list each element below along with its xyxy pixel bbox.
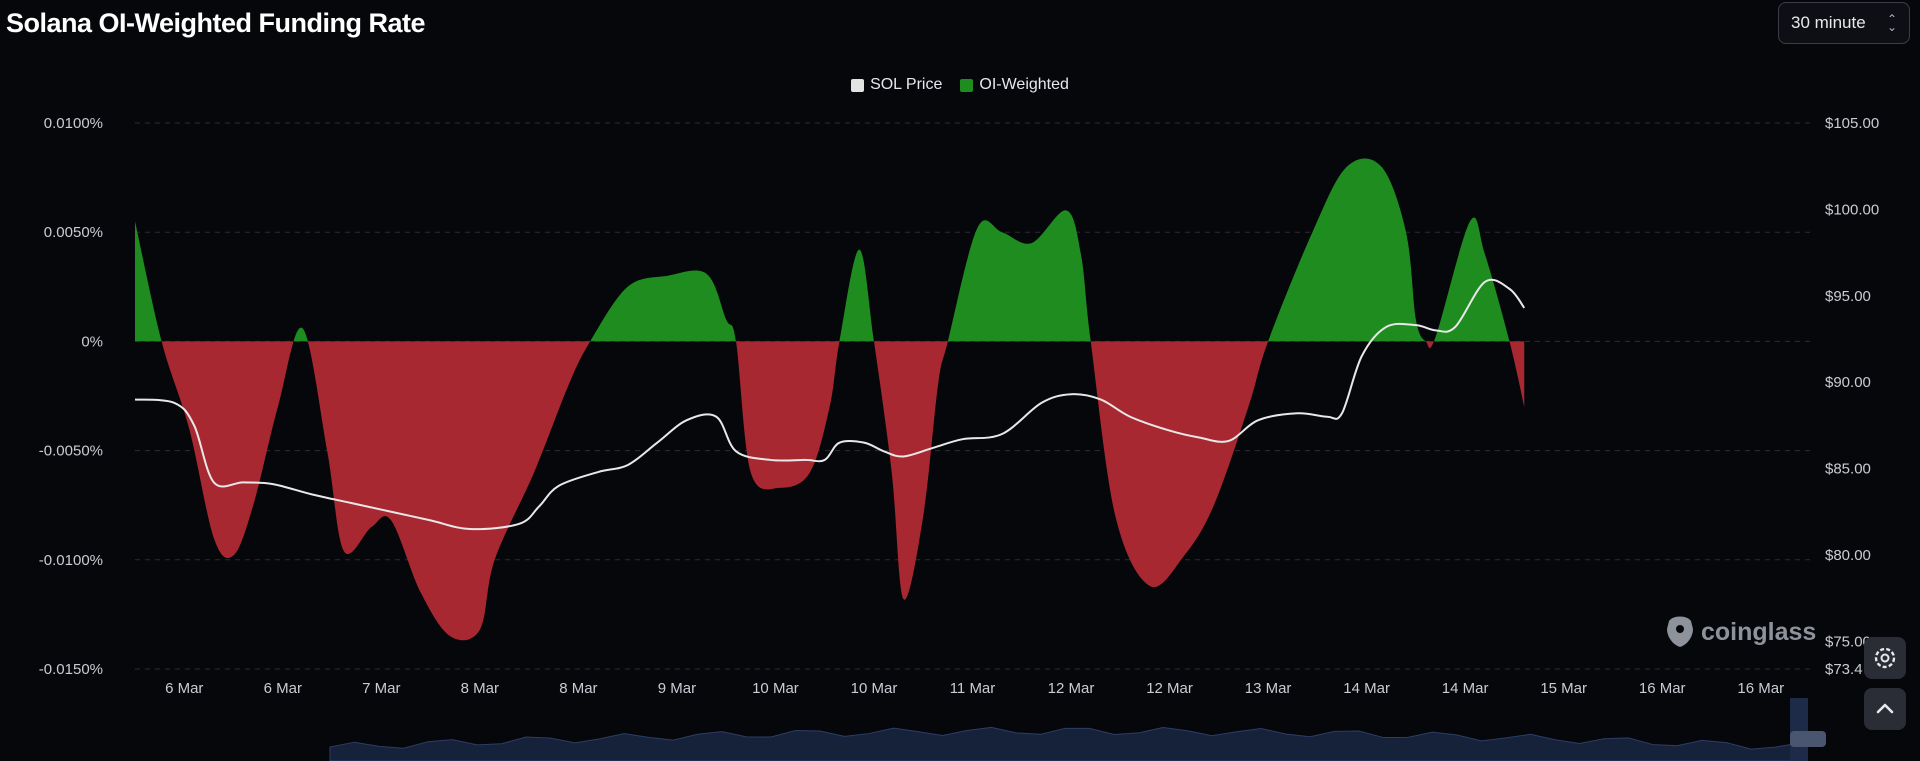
page-title: Solana OI-Weighted Funding Rate bbox=[6, 8, 426, 38]
interval-select-label: 30 minute bbox=[1791, 13, 1866, 32]
y-right-tick-label: $95.00 bbox=[1825, 288, 1871, 305]
x-tick-label: 11 Mar bbox=[950, 680, 996, 697]
x-tick-label: 13 Mar bbox=[1245, 680, 1292, 697]
legend-label-oi-weighted: OI-Weighted bbox=[979, 76, 1069, 93]
x-tick-label: 12 Mar bbox=[1048, 680, 1095, 697]
x-tick-label: 15 Mar bbox=[1540, 680, 1587, 697]
watermark-text: coinglass bbox=[1701, 617, 1817, 646]
y-right-tick-label: $90.00 bbox=[1825, 374, 1871, 391]
settings-button[interactable] bbox=[1864, 637, 1906, 679]
interval-select[interactable]: 30 minute ⌃ ⌄ bbox=[1778, 2, 1910, 44]
x-tick-label: 16 Mar bbox=[1639, 680, 1686, 697]
coinglass-logo-icon bbox=[1667, 616, 1693, 647]
coinglass-watermark: coinglass bbox=[1665, 615, 1816, 649]
y-right-tick-label: $85.00 bbox=[1825, 461, 1871, 478]
chevron-updown-icon: ⌃ ⌄ bbox=[1886, 12, 1897, 34]
y-right-tick-label: $100.00 bbox=[1825, 201, 1879, 218]
chevron-up-icon bbox=[1876, 703, 1894, 714]
x-tick-label: 16 Mar bbox=[1737, 680, 1784, 697]
x-tick-label: 9 Mar bbox=[658, 680, 696, 697]
legend-swatch-oi-weighted bbox=[960, 78, 974, 92]
x-tick-label: 14 Mar bbox=[1442, 680, 1489, 697]
x-tick-label: 7 Mar bbox=[362, 680, 400, 697]
navigator-selection bbox=[1790, 698, 1808, 761]
navigator-series bbox=[329, 726, 1801, 761]
legend-item-sol-price[interactable]: SOL Price bbox=[851, 76, 942, 94]
x-tick-label: 10 Mar bbox=[851, 680, 898, 697]
y-right-tick-label: $75.00 bbox=[1825, 633, 1871, 650]
legend-item-oi-weighted[interactable]: OI-Weighted bbox=[960, 76, 1069, 94]
y-right-tick-label: $105.00 bbox=[1825, 115, 1879, 132]
navigator-handle bbox=[1790, 731, 1826, 747]
oi-weighted-negative-area bbox=[135, 341, 1525, 641]
legend-label-sol-price: SOL Price bbox=[870, 76, 943, 93]
x-tick-label: 8 Mar bbox=[559, 680, 597, 697]
y-left-tick-label: 0% bbox=[81, 333, 103, 350]
chart-legend: SOL Price OI-Weighted bbox=[0, 76, 1920, 94]
x-tick-label: 10 Mar bbox=[752, 680, 799, 697]
scroll-top-button[interactable] bbox=[1864, 688, 1906, 730]
x-tick-label: 6 Mar bbox=[165, 680, 203, 697]
x-tick-label: 12 Mar bbox=[1146, 680, 1193, 697]
oi-weighted-positive-area bbox=[135, 158, 1510, 342]
y-right-tick-label: $73.4 bbox=[1825, 661, 1863, 678]
y-left-tick-label: -0.0100% bbox=[39, 552, 103, 569]
y-right-tick-label: $80.00 bbox=[1825, 547, 1871, 564]
legend-swatch-sol-price bbox=[851, 78, 865, 92]
gear-icon bbox=[1874, 647, 1896, 669]
sol-price-line bbox=[134, 278, 1526, 531]
y-left-tick-label: -0.0050% bbox=[39, 443, 103, 460]
x-tick-label: 14 Mar bbox=[1343, 680, 1390, 697]
x-tick-label: 6 Mar bbox=[264, 680, 302, 697]
y-left-tick-label: 0.0050% bbox=[44, 224, 103, 241]
y-left-tick-label: -0.0150% bbox=[39, 661, 103, 678]
y-left-tick-label: 0.0100% bbox=[44, 115, 103, 132]
x-tick-label: 8 Mar bbox=[461, 680, 499, 697]
